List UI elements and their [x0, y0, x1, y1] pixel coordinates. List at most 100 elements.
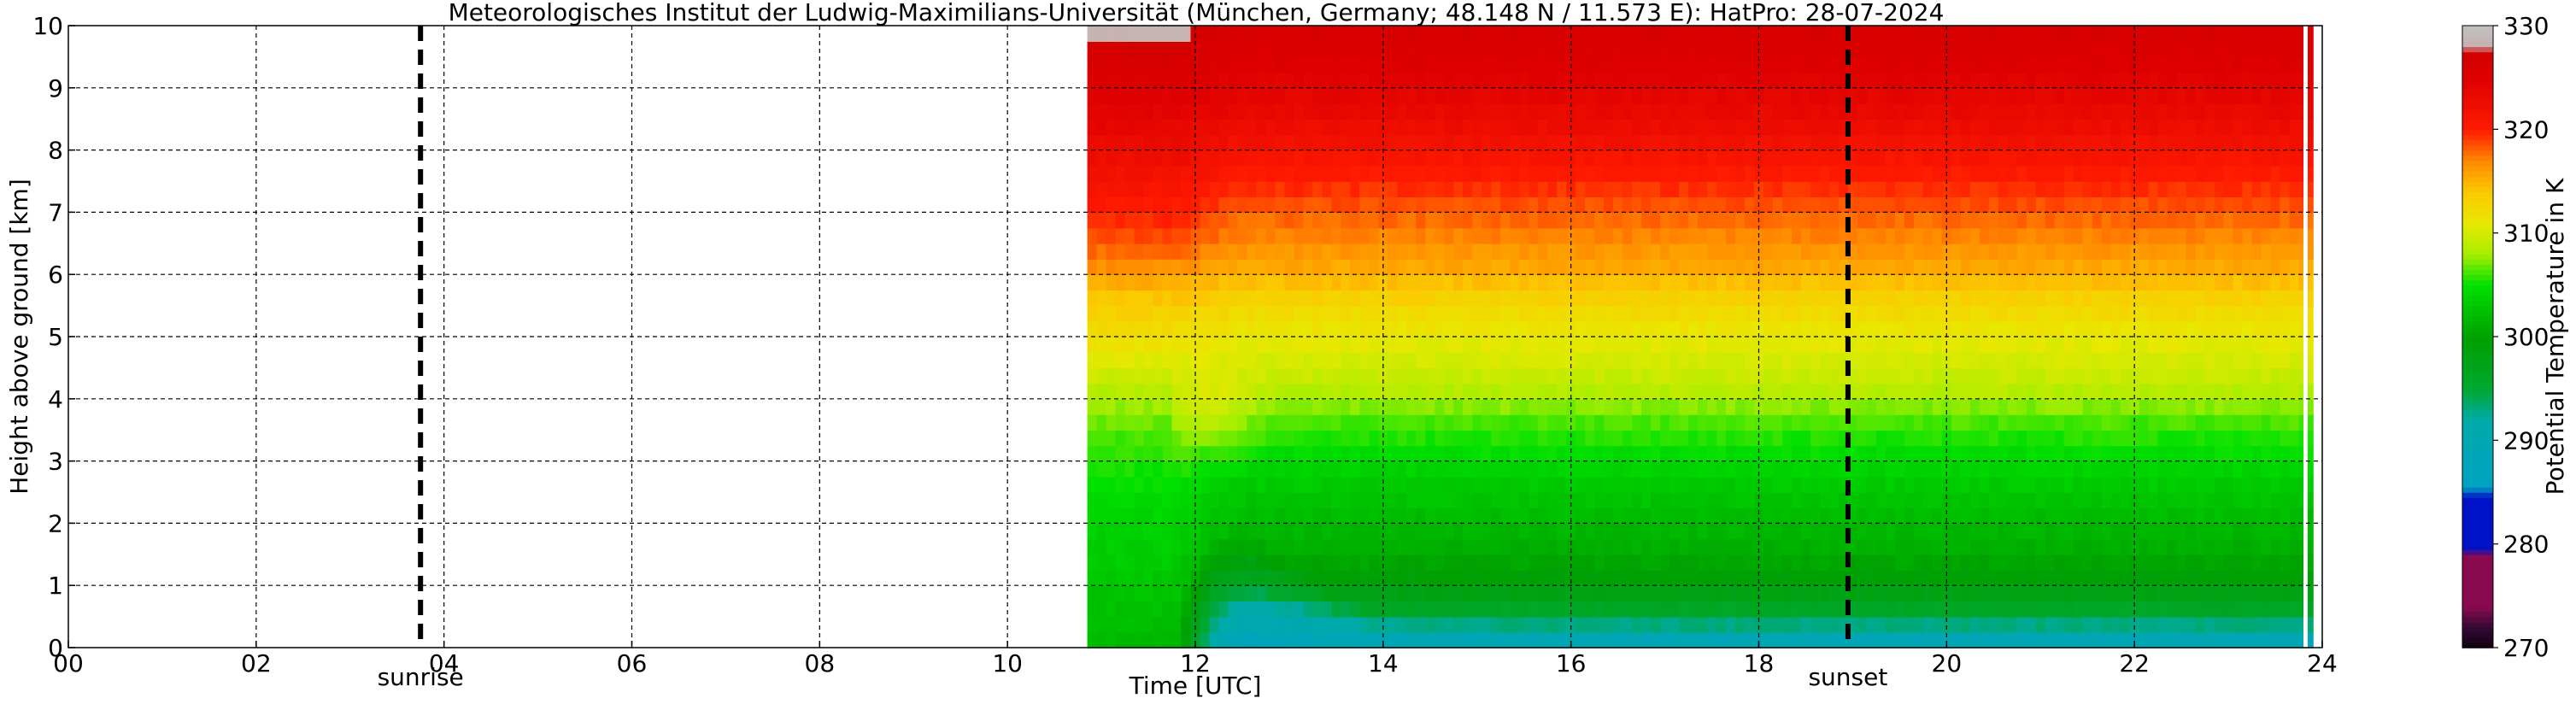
heatmap-cell — [2063, 538, 2074, 555]
heatmap-cell — [1875, 72, 1887, 89]
heatmap-cell — [1237, 243, 1248, 260]
heatmap-cell — [1444, 259, 1455, 275]
heatmap-cell — [1115, 165, 1126, 182]
heatmap-cell — [1275, 320, 1286, 337]
heatmap-cell — [1585, 585, 1595, 602]
heatmap-cell — [1472, 259, 1483, 275]
heatmap-cell — [2176, 430, 2187, 447]
heatmap-cell — [2214, 538, 2225, 555]
heatmap-cell — [1669, 601, 1680, 618]
heatmap-cell — [1265, 26, 1276, 42]
heatmap-cell — [1491, 461, 1502, 478]
heatmap-cell — [1772, 150, 1783, 167]
heatmap-cell — [1866, 243, 1877, 260]
heatmap-cell — [1622, 492, 1633, 508]
heatmap-cell — [2035, 243, 2046, 260]
heatmap-cell — [1538, 383, 1548, 400]
heatmap-cell — [1613, 243, 1623, 260]
heatmap-cell — [1275, 430, 1286, 447]
heatmap-cell — [1265, 414, 1276, 431]
heatmap-cell — [2082, 461, 2093, 478]
heatmap-cell — [1143, 523, 1154, 540]
heatmap-cell — [1143, 570, 1154, 586]
heatmap-cell — [1810, 585, 1821, 602]
heatmap-cell — [1735, 212, 1746, 229]
heatmap-cell — [1388, 461, 1399, 478]
heatmap-cell — [1819, 631, 1830, 648]
heatmap-cell — [1472, 305, 1483, 322]
heatmap-cell — [1218, 41, 1229, 58]
heatmap-cell — [2176, 87, 2187, 104]
heatmap-cell — [1200, 56, 1211, 73]
heatmap-cell — [1585, 461, 1595, 478]
heatmap-cell — [1218, 445, 1229, 462]
heatmap-cell — [1941, 554, 1952, 571]
heatmap-cell — [1726, 337, 1736, 353]
heatmap-cell — [1922, 523, 1933, 540]
heatmap-cell — [1594, 197, 1605, 214]
heatmap-cell — [1810, 414, 1821, 431]
heatmap-cell — [1904, 631, 1915, 648]
heatmap-cell — [1819, 103, 1830, 120]
heatmap-cell — [1828, 383, 1840, 400]
heatmap-cell — [2073, 445, 2084, 462]
heatmap-cell — [1124, 290, 1135, 307]
heatmap-cell — [1875, 290, 1887, 307]
heatmap-cell — [1134, 26, 1145, 42]
heatmap-cell — [1275, 134, 1286, 151]
heatmap-cell — [1651, 461, 1661, 478]
heatmap-cell — [1519, 56, 1529, 73]
heatmap-cell — [2007, 367, 2018, 384]
heatmap-cell — [2092, 290, 2103, 307]
heatmap-cell — [2073, 414, 2084, 431]
heatmap-cell — [1904, 305, 1915, 322]
heatmap-cell — [1998, 72, 2009, 89]
heatmap-cell — [1951, 150, 1962, 167]
heatmap-cell — [1491, 523, 1502, 540]
heatmap-cell — [1735, 26, 1746, 42]
heatmap-cell — [1519, 212, 1529, 229]
heatmap-cell — [1716, 227, 1727, 244]
heatmap-cell — [1435, 367, 1446, 384]
heatmap-cell — [1791, 492, 1802, 508]
heatmap-cell — [1960, 290, 1971, 307]
heatmap-cell — [2204, 461, 2215, 478]
heatmap-cell — [1087, 119, 1098, 136]
heatmap-cell — [1181, 476, 1192, 493]
heatmap-cell — [1847, 585, 1858, 602]
heatmap-cell — [1416, 538, 1427, 555]
heatmap-cell — [1632, 227, 1642, 244]
heatmap-cell — [1651, 601, 1661, 618]
heatmap-cell — [2082, 601, 2093, 618]
heatmap-cell — [1359, 476, 1370, 493]
heatmap-cell — [1998, 165, 2009, 182]
heatmap-cell — [1294, 414, 1305, 431]
heatmap-cell — [2148, 56, 2159, 73]
heatmap-cell — [2054, 601, 2065, 618]
heatmap-cell — [1838, 72, 1849, 89]
heatmap-cell — [1810, 631, 1821, 648]
heatmap-cell — [1171, 492, 1182, 508]
heatmap-cell — [1772, 119, 1783, 136]
heatmap-cell — [2139, 305, 2150, 322]
heatmap-cell — [1341, 197, 1352, 214]
heatmap-cell — [1716, 337, 1727, 353]
heatmap-cell — [2176, 352, 2187, 369]
heatmap-cell — [2120, 134, 2131, 151]
heatmap-cell — [1745, 337, 1755, 353]
heatmap-cell — [2223, 585, 2234, 602]
heatmap-cell — [1998, 41, 2009, 58]
heatmap-cell — [1576, 337, 1586, 353]
heatmap-cell — [1932, 197, 1943, 214]
heatmap-cell — [1453, 476, 1464, 493]
heatmap-cell — [1453, 227, 1464, 244]
heatmap-cell — [1828, 119, 1840, 136]
heatmap-cell — [1369, 601, 1380, 618]
heatmap-cell — [2110, 305, 2121, 322]
heatmap-cell — [2251, 507, 2262, 525]
heatmap-cell — [2176, 72, 2187, 89]
heatmap-cell — [1472, 570, 1483, 586]
heatmap-cell — [1791, 601, 1802, 618]
heatmap-cell — [1735, 320, 1746, 337]
heatmap-cell — [1660, 72, 1670, 89]
